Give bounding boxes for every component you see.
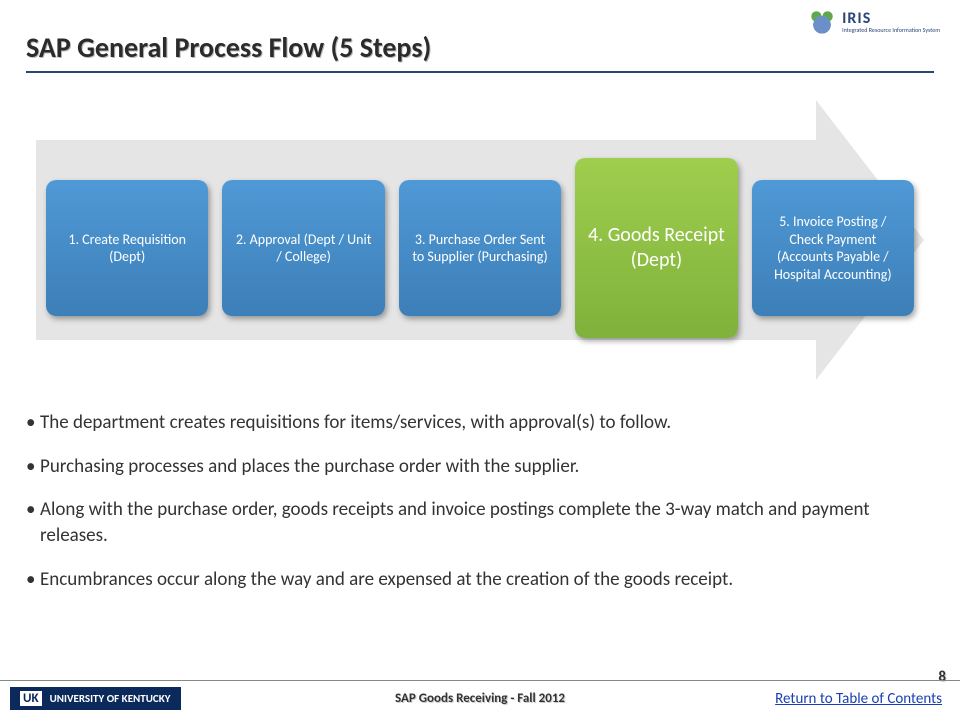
process-flow: 1. Create Requisition (Dept) 2. Approval… <box>36 120 924 360</box>
flow-step-label: 2. Approval (Dept / Unit / College) <box>232 231 374 266</box>
slide-footer: UK UNIVERSITY OF KENTUCKY SAP Goods Rece… <box>0 680 960 720</box>
flow-step-2: 2. Approval (Dept / Unit / College) <box>222 180 384 316</box>
flow-step-label: 5. Invoice Posting / Check Payment (Acco… <box>762 213 904 283</box>
flow-step-5: 5. Invoice Posting / Check Payment (Acco… <box>752 180 914 316</box>
bullet-item: The department creates requisitions for … <box>26 410 934 436</box>
iris-logo-name: IRIS <box>842 11 940 27</box>
flow-step-3: 3. Purchase Order Sent to Supplier (Purc… <box>399 180 561 316</box>
uk-badge: UK UNIVERSITY OF KENTUCKY <box>10 687 181 710</box>
flow-step-label: 1. Create Requisition (Dept) <box>56 231 198 266</box>
uk-badge-mark: UK <box>20 691 42 706</box>
bullet-item: Encumbrances occur along the way and are… <box>26 567 934 593</box>
slide: IRIS Integrated Resource Information Sys… <box>0 0 960 720</box>
flow-step-label: 4. Goods Receipt (Dept) <box>585 223 727 273</box>
uk-badge-text: UNIVERSITY OF KENTUCKY <box>50 692 171 705</box>
flow-step-1: 1. Create Requisition (Dept) <box>46 180 208 316</box>
bullet-item: Along with the purchase order, goods rec… <box>26 497 934 548</box>
flow-step-label: 3. Purchase Order Sent to Supplier (Purc… <box>409 231 551 266</box>
bullet-list: The department creates requisitions for … <box>26 410 934 610</box>
bullet-item: Purchasing processes and places the purc… <box>26 454 934 480</box>
footer-center-text: SAP Goods Receiving - Fall 2012 <box>395 691 565 706</box>
flow-steps-row: 1. Create Requisition (Dept) 2. Approval… <box>46 158 914 338</box>
toc-link[interactable]: Return to Table of Contents <box>775 690 942 708</box>
slide-title: SAP General Process Flow (5 Steps) <box>26 30 934 73</box>
flow-step-4-highlight: 4. Goods Receipt (Dept) <box>575 158 737 338</box>
